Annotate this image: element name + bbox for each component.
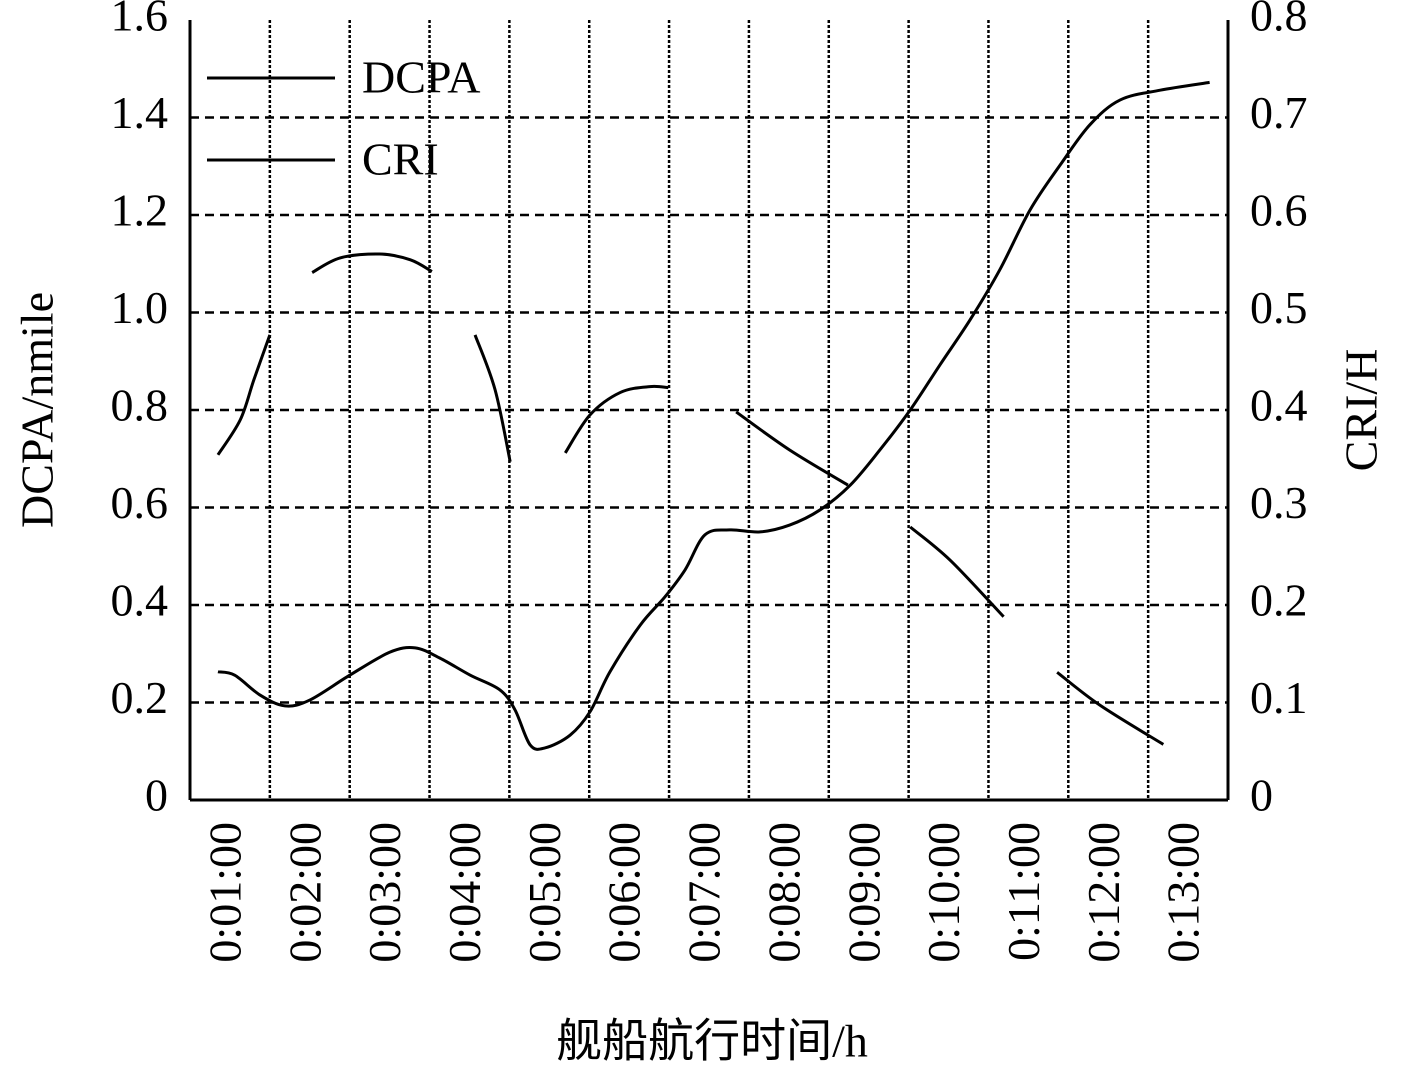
- data-line: [1056, 671, 1165, 746]
- data-line: [311, 252, 433, 274]
- x-tick-label: 0:04:00: [439, 822, 490, 963]
- data-line: [473, 334, 512, 462]
- y-tick-label: 0.8: [111, 380, 169, 431]
- y2-tick-label: 0.3: [1250, 477, 1308, 528]
- legend-label: CRI: [362, 134, 439, 185]
- data-line: [216, 334, 272, 456]
- y-tick-label: 1.0: [111, 282, 169, 333]
- data-line: [564, 384, 669, 454]
- y2-tick-label: 0: [1250, 770, 1273, 821]
- data-line: [735, 410, 849, 487]
- y-tick-label: 0.4: [111, 575, 169, 626]
- data-line: [909, 525, 1005, 618]
- y2-tick-label: 0.1: [1250, 672, 1308, 723]
- x-tick-label: 0:07:00: [679, 822, 730, 963]
- x-axis-title: 舰船航行时间/h: [556, 1016, 868, 1067]
- x-tick-label: 0:11:00: [998, 822, 1049, 961]
- y2-tick-label: 0.4: [1250, 380, 1308, 431]
- y-axis-title: DCPA/nmile: [12, 292, 63, 528]
- x-tick-label: 0:09:00: [838, 822, 889, 963]
- legend-label: DCPA: [362, 52, 480, 103]
- y2-tick-label: 0.2: [1250, 575, 1308, 626]
- x-tick-label: 0:03:00: [359, 822, 410, 963]
- y-tick-label: 1.2: [111, 185, 169, 236]
- y2-tick-label: 0.6: [1250, 185, 1308, 236]
- y-tick-label: 1.4: [111, 87, 169, 138]
- y-tick-label: 0: [145, 770, 168, 821]
- y2-tick-label: 0.5: [1250, 282, 1308, 333]
- x-tick-label: 0:10:00: [918, 822, 969, 963]
- x-tick-label: 0:08:00: [758, 822, 809, 963]
- x-tick-label: 0:01:00: [199, 822, 250, 963]
- x-tick-label: 0:02:00: [279, 822, 330, 963]
- y2-axis-title: CRI/H: [1336, 349, 1387, 472]
- data-line: [217, 80, 1210, 751]
- y-tick-label: 0.6: [111, 477, 169, 528]
- y2-tick-label: 0.8: [1250, 0, 1308, 41]
- y-tick-label: 0.2: [111, 672, 169, 723]
- x-tick-label: 0:12:00: [1078, 822, 1129, 963]
- x-tick-label: 0:05:00: [519, 822, 570, 963]
- x-tick-label: 0:13:00: [1158, 822, 1209, 963]
- x-tick-label: 0:06:00: [599, 822, 650, 963]
- y-tick-label: 1.6: [111, 0, 169, 41]
- y2-tick-label: 0.7: [1250, 87, 1308, 138]
